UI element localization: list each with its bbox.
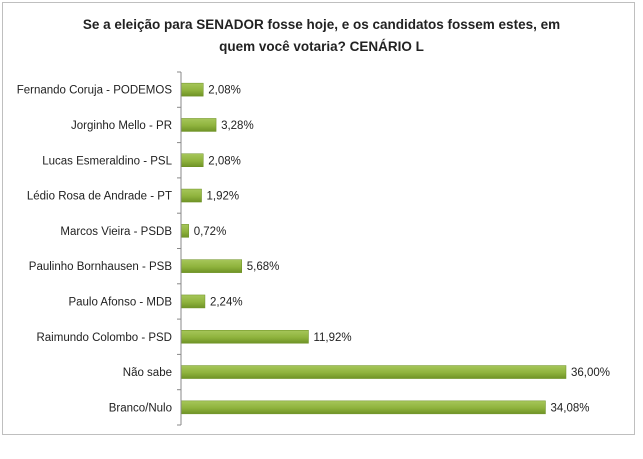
- data-label: 2,08%: [208, 155, 241, 167]
- bar: [180, 400, 546, 415]
- data-label: 3,28%: [221, 120, 254, 132]
- category-label: Lédio Rosa de Andrade - PT: [27, 191, 172, 203]
- category-label: Paulinho Bornhausen - PSB: [29, 261, 173, 273]
- data-label: 11,92%: [313, 332, 351, 344]
- bar: [180, 188, 202, 203]
- data-label: 5,68%: [247, 261, 280, 273]
- data-label: 34,08%: [550, 402, 589, 414]
- bar: [180, 294, 206, 309]
- category-label: Branco/Nulo: [109, 402, 172, 414]
- chart-frame: [2, 2, 635, 435]
- data-label: 0,72%: [194, 226, 227, 238]
- bar: [180, 330, 309, 344]
- category-label: Não sabe: [123, 367, 172, 379]
- bar: [180, 82, 204, 97]
- category-label: Marcos Vieira - PSDB: [60, 226, 172, 238]
- data-label: 2,24%: [210, 296, 243, 308]
- category-label: Lucas Esmeraldino - PSL: [42, 155, 172, 167]
- bar: [180, 118, 217, 132]
- category-label: Raimundo Colombo - PSD: [36, 332, 172, 344]
- bars-group: Fernando Coruja - PODEMOS 2,08% Jorginho M…: [17, 71, 610, 426]
- bar: [180, 259, 242, 273]
- chart-title-line-2: quem você votaria? CENÁRIO L: [219, 39, 424, 54]
- data-label: 1,92%: [207, 191, 240, 203]
- data-label: 2,08%: [208, 85, 241, 97]
- data-label: 36,00%: [571, 367, 610, 379]
- chart-title-line-1: Se a eleição para SENADOR fosse hoje, e …: [82, 17, 561, 32]
- bar: [180, 224, 189, 238]
- chart-title: Se a eleição para SENADOR fosse hoje, e …: [0, 14, 643, 58]
- category-label: Fernando Coruja - PODEMOS: [17, 85, 173, 97]
- bar: [180, 365, 567, 379]
- category-label: Paulo Afonso - MDB: [68, 296, 172, 308]
- bar: [180, 153, 204, 167]
- category-label: Jorginho Mello - PR: [71, 120, 172, 132]
